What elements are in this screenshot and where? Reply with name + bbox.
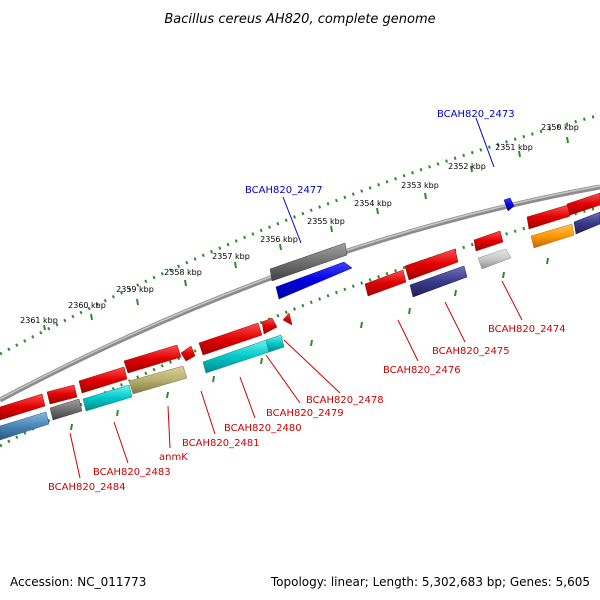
gene-label: BCAH820_2481 [182,438,260,449]
gene-bcah820-2478[interactable] [282,312,293,326]
accession-text: Accession: NC_011773 [10,575,146,589]
kbp-label: 2357 kbp [212,252,250,261]
gene-reverse-red[interactable] [0,393,46,421]
gene-steel[interactable] [0,411,50,441]
callout-lines-red [69,280,523,479]
kbp-label: 2354 kbp [354,199,392,208]
gene-label: BCAH820_2483 [93,467,171,478]
gene-label: BCAH820_2478 [306,395,384,406]
gene-bcah820-2483[interactable] [82,384,133,412]
gene-forward-orange[interactable] [530,223,575,249]
kbp-label: 2355 kbp [307,217,345,226]
gene-bcah820-2479[interactable] [261,317,278,335]
kbp-label: 2356 kbp [260,235,298,244]
outer-tick-track [0,113,600,356]
gene-anmk[interactable] [128,365,188,395]
callout-lines-blue [282,117,495,244]
gene-bcah820-2481[interactable] [198,322,263,356]
genome-backbone [0,184,600,403]
kbp-label: 2353 kbp [401,181,439,190]
gene-cyan-small[interactable] [265,334,285,353]
topology-text: Topology: linear; Length: 5,302,683 bp; … [270,575,590,589]
gene-forward-red[interactable] [526,204,571,230]
kbp-label: 2358 kbp [164,268,202,277]
genome-backbone-highlight [0,185,600,400]
gene-reverse-red[interactable] [364,269,407,297]
gene-bcah820-2473[interactable] [503,197,515,212]
gene-bcah820-2474[interactable] [477,248,512,270]
map-title: Bacillus cereus AH820, complete genome [164,12,435,27]
gene-bcah820-2475[interactable] [409,265,468,298]
gene-label: BCAH820_2476 [383,365,461,376]
gene-label: BCAH820_2479 [266,408,344,419]
gene-reverse-red[interactable] [46,384,78,405]
gene-forward-navy[interactable] [573,211,600,235]
kbp-label: 2359 kbp [116,285,154,294]
gene-forward-red[interactable] [566,192,600,216]
gene-bcah820-2484[interactable] [49,398,83,421]
kbp-label: 2361 kbp [20,316,58,325]
kbp-label: 2351 kbp [495,143,533,152]
gene-label: BCAH820_2473 [437,109,515,120]
gene-reverse-red[interactable] [78,366,128,394]
gene-label: BCAH820_2474 [488,324,566,335]
inner-major-ticks [70,257,549,431]
kbp-label: 2352 kbp [448,162,486,171]
gene-forward-gray[interactable] [269,242,348,282]
gene-label: BCAH820_2480 [224,423,302,434]
kbp-label: 2350 kbp [541,123,579,132]
gene-bcah820-2477[interactable] [275,261,353,300]
outer-major-ticks [43,136,569,331]
gene-label: BCAH820_2484 [48,482,126,493]
gene-reverse-red[interactable] [473,230,504,252]
gene-bcah820-2476[interactable] [404,248,459,281]
gene-label: BCAH820_2475 [432,346,510,357]
inner-tick-track [0,205,600,448]
gene-reverse-red[interactable] [123,344,182,374]
gene-label: anmK [159,452,188,463]
gene-reverse-red-small[interactable] [180,345,196,362]
kbp-label: 2360 kbp [68,301,106,310]
gene-label: BCAH820_2477 [245,185,323,196]
